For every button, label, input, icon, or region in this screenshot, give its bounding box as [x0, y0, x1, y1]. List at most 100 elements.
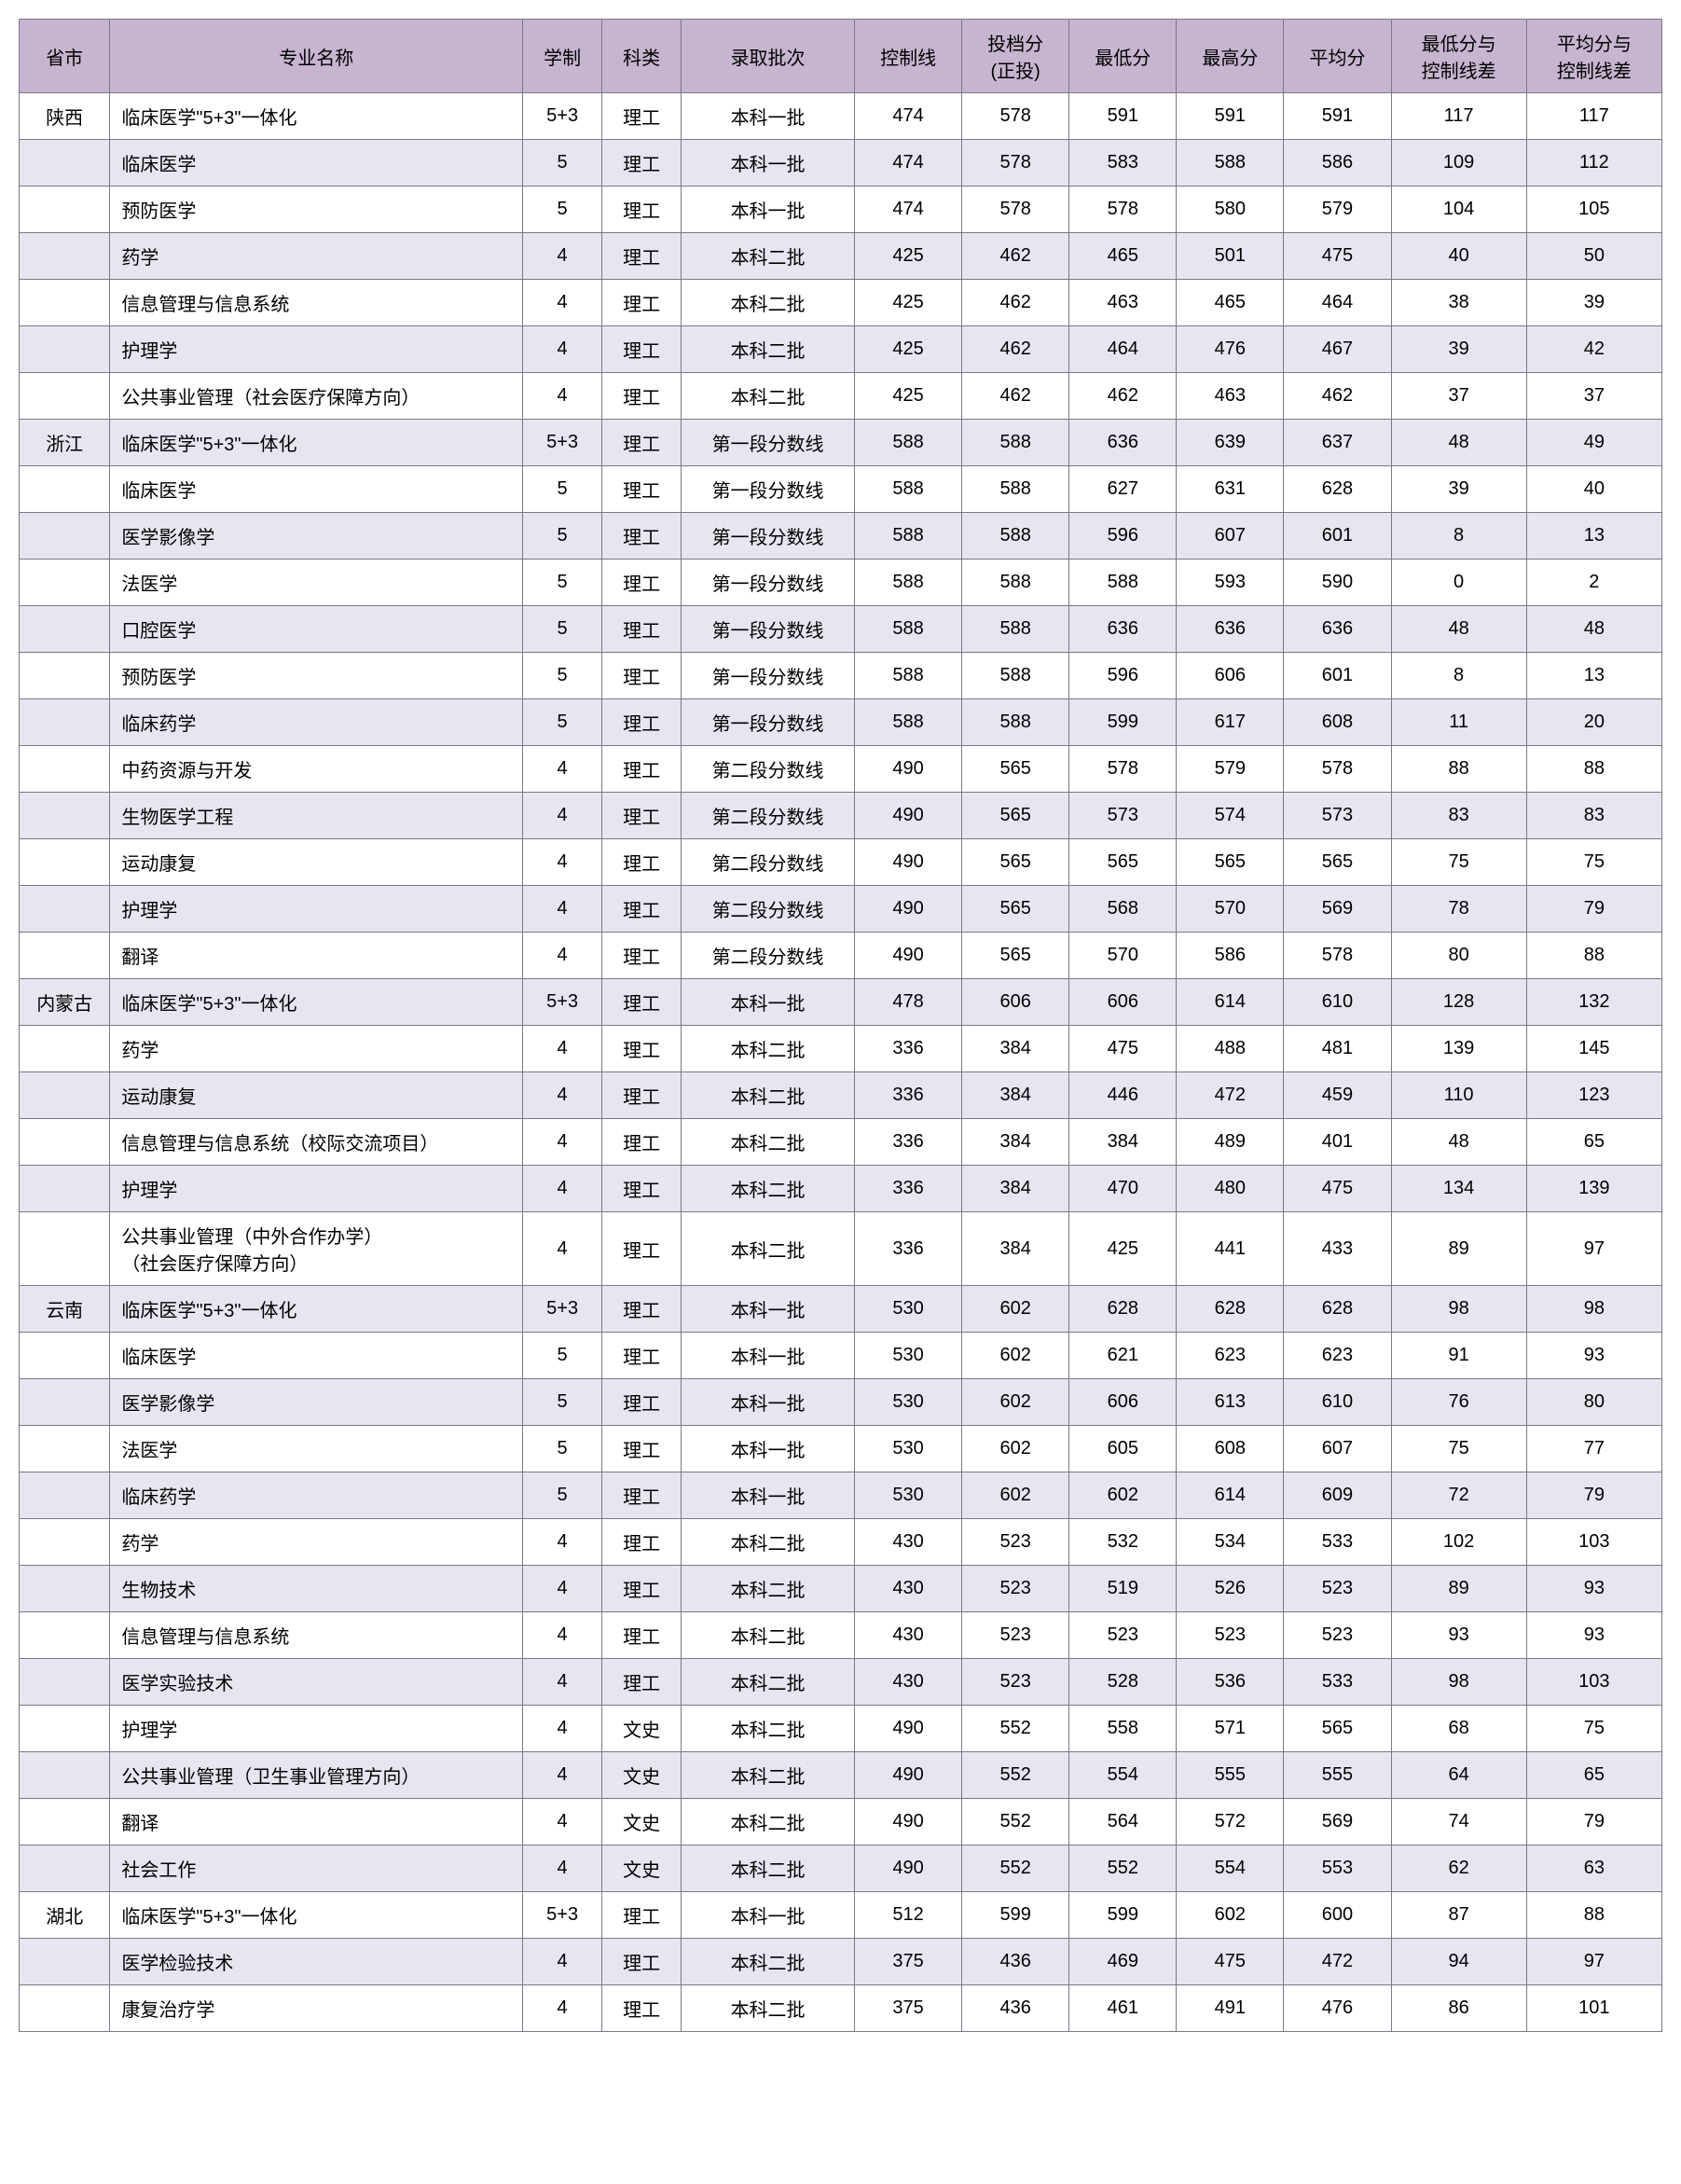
cell-batch: 第一段分数线	[682, 420, 855, 466]
cell-major: 临床医学	[110, 140, 523, 187]
cell-cast: 602	[962, 1333, 1069, 1379]
cell-avg: 637	[1284, 420, 1391, 466]
cell-min: 606	[1069, 979, 1177, 1026]
cell-max: 614	[1177, 979, 1284, 1026]
cell-avg: 459	[1284, 1072, 1391, 1119]
cell-cast: 436	[962, 1939, 1069, 1985]
cell-ctrl: 375	[855, 1985, 962, 2032]
cell-major: 药学	[110, 233, 523, 280]
cell-cat: 理工	[602, 1519, 682, 1566]
table-row: 生物医学工程4理工第二段分数线4905655735745738383	[20, 793, 1662, 839]
cell-ctrl: 425	[855, 280, 962, 326]
cell-d2: 93	[1526, 1612, 1661, 1659]
cell-province	[20, 373, 110, 420]
cell-d2: 39	[1526, 280, 1661, 326]
cell-min: 554	[1069, 1752, 1177, 1799]
cell-min: 621	[1069, 1333, 1177, 1379]
cell-d1: 110	[1391, 1072, 1526, 1119]
table-row: 临床医学5理工本科一批474578583588586109112	[20, 140, 1662, 187]
cell-major: 法医学	[110, 560, 523, 606]
cell-province	[20, 886, 110, 933]
cell-cat: 理工	[602, 93, 682, 140]
cell-cast: 523	[962, 1519, 1069, 1566]
cell-min: 636	[1069, 606, 1177, 653]
cell-cast: 565	[962, 886, 1069, 933]
cell-major: 护理学	[110, 886, 523, 933]
cell-province	[20, 1166, 110, 1212]
cell-max: 491	[1177, 1985, 1284, 2032]
cell-cat: 理工	[602, 466, 682, 513]
cell-province	[20, 1706, 110, 1752]
cell-cat: 理工	[602, 979, 682, 1026]
table-row: 临床药学5理工本科一批5306026026146097279	[20, 1472, 1662, 1519]
cell-batch: 第二段分数线	[682, 886, 855, 933]
cell-d2: 123	[1526, 1072, 1661, 1119]
cell-max: 572	[1177, 1799, 1284, 1845]
cell-ctrl: 490	[855, 886, 962, 933]
cell-max: 580	[1177, 187, 1284, 233]
cell-province	[20, 233, 110, 280]
cell-d1: 75	[1391, 839, 1526, 886]
cell-ctrl: 336	[855, 1212, 962, 1286]
cell-dur: 4	[523, 1612, 602, 1659]
cell-dur: 5	[523, 1379, 602, 1426]
cell-batch: 本科二批	[682, 1845, 855, 1892]
cell-ctrl: 588	[855, 606, 962, 653]
cell-max: 534	[1177, 1519, 1284, 1566]
cell-d2: 75	[1526, 1706, 1661, 1752]
cell-major: 护理学	[110, 1706, 523, 1752]
cell-batch: 第一段分数线	[682, 653, 855, 699]
cell-d2: 79	[1526, 1472, 1661, 1519]
cell-batch: 本科二批	[682, 373, 855, 420]
cell-ctrl: 430	[855, 1659, 962, 1706]
table-row: 中药资源与开发4理工第二段分数线4905655785795788888	[20, 746, 1662, 793]
cell-cat: 理工	[602, 1426, 682, 1472]
cell-cat: 理工	[602, 1166, 682, 1212]
cell-cast: 588	[962, 560, 1069, 606]
cell-province: 浙江	[20, 420, 110, 466]
cell-avg: 636	[1284, 606, 1391, 653]
cell-batch: 本科一批	[682, 979, 855, 1026]
cell-cast: 384	[962, 1026, 1069, 1072]
cell-province	[20, 1519, 110, 1566]
table-row: 社会工作4文史本科二批4905525525545536263	[20, 1845, 1662, 1892]
cell-major: 临床医学"5+3"一体化	[110, 420, 523, 466]
cell-dur: 5	[523, 653, 602, 699]
cell-dur: 5+3	[523, 1286, 602, 1333]
cell-avg: 591	[1284, 93, 1391, 140]
cell-cat: 理工	[602, 1286, 682, 1333]
cell-ctrl: 530	[855, 1333, 962, 1379]
cell-d1: 102	[1391, 1519, 1526, 1566]
cell-cast: 599	[962, 1892, 1069, 1939]
cell-batch: 本科二批	[682, 1166, 855, 1212]
cell-d2: 77	[1526, 1426, 1661, 1472]
table-body: 陕西临床医学"5+3"一体化5+3理工本科一批47457859159159111…	[20, 93, 1662, 2032]
cell-major: 临床药学	[110, 1472, 523, 1519]
table-row: 云南临床医学"5+3"一体化5+3理工本科一批53060262862862898…	[20, 1286, 1662, 1333]
cell-cat: 理工	[602, 233, 682, 280]
cell-ctrl: 490	[855, 839, 962, 886]
cell-cast: 578	[962, 140, 1069, 187]
cell-cast: 602	[962, 1426, 1069, 1472]
table-row: 医学影像学5理工本科一批5306026066136107680	[20, 1379, 1662, 1426]
cell-dur: 5+3	[523, 420, 602, 466]
cell-cast: 602	[962, 1286, 1069, 1333]
cell-major: 预防医学	[110, 187, 523, 233]
cell-d1: 64	[1391, 1752, 1526, 1799]
cell-max: 579	[1177, 746, 1284, 793]
cell-province	[20, 1939, 110, 1985]
cell-avg: 601	[1284, 513, 1391, 560]
cell-province	[20, 1472, 110, 1519]
cell-d2: 13	[1526, 513, 1661, 560]
cell-province: 云南	[20, 1286, 110, 1333]
cell-d2: 97	[1526, 1212, 1661, 1286]
cell-min: 596	[1069, 513, 1177, 560]
cell-d1: 8	[1391, 513, 1526, 560]
cell-dur: 5	[523, 606, 602, 653]
cell-avg: 475	[1284, 233, 1391, 280]
cell-min: 573	[1069, 793, 1177, 839]
cell-d2: 2	[1526, 560, 1661, 606]
cell-ctrl: 588	[855, 653, 962, 699]
cell-max: 606	[1177, 653, 1284, 699]
cell-d2: 112	[1526, 140, 1661, 187]
